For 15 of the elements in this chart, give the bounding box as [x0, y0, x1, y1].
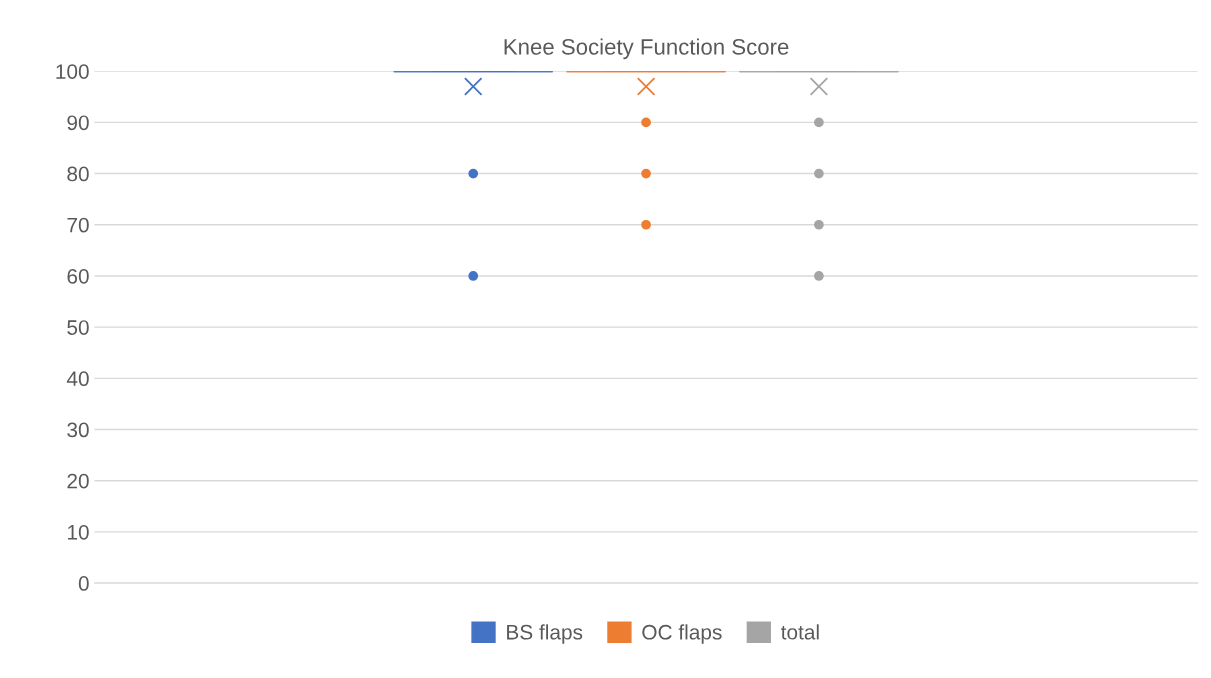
y-tick-label: 100 — [56, 64, 89, 79]
y-tick-label: 0 — [78, 576, 89, 591]
y-tick-label: 20 — [67, 473, 89, 489]
y-tick-label: 30 — [67, 422, 89, 438]
y-tick-label: 50 — [67, 320, 89, 335]
y-tick-label: 80 — [67, 166, 89, 182]
y-tick-label: 90 — [67, 115, 89, 131]
y-tick-label: 70 — [67, 217, 89, 233]
chart-title: Knee Society Function Score — [504, 38, 789, 60]
legend-label: OC flaps — [642, 624, 722, 644]
y-tick-label: 60 — [67, 268, 89, 284]
legend-label: BS flaps — [507, 624, 583, 644]
y-tick-label: 40 — [66, 371, 89, 387]
y-tick-label: 10 — [68, 524, 89, 540]
legend-label: total — [781, 624, 819, 640]
